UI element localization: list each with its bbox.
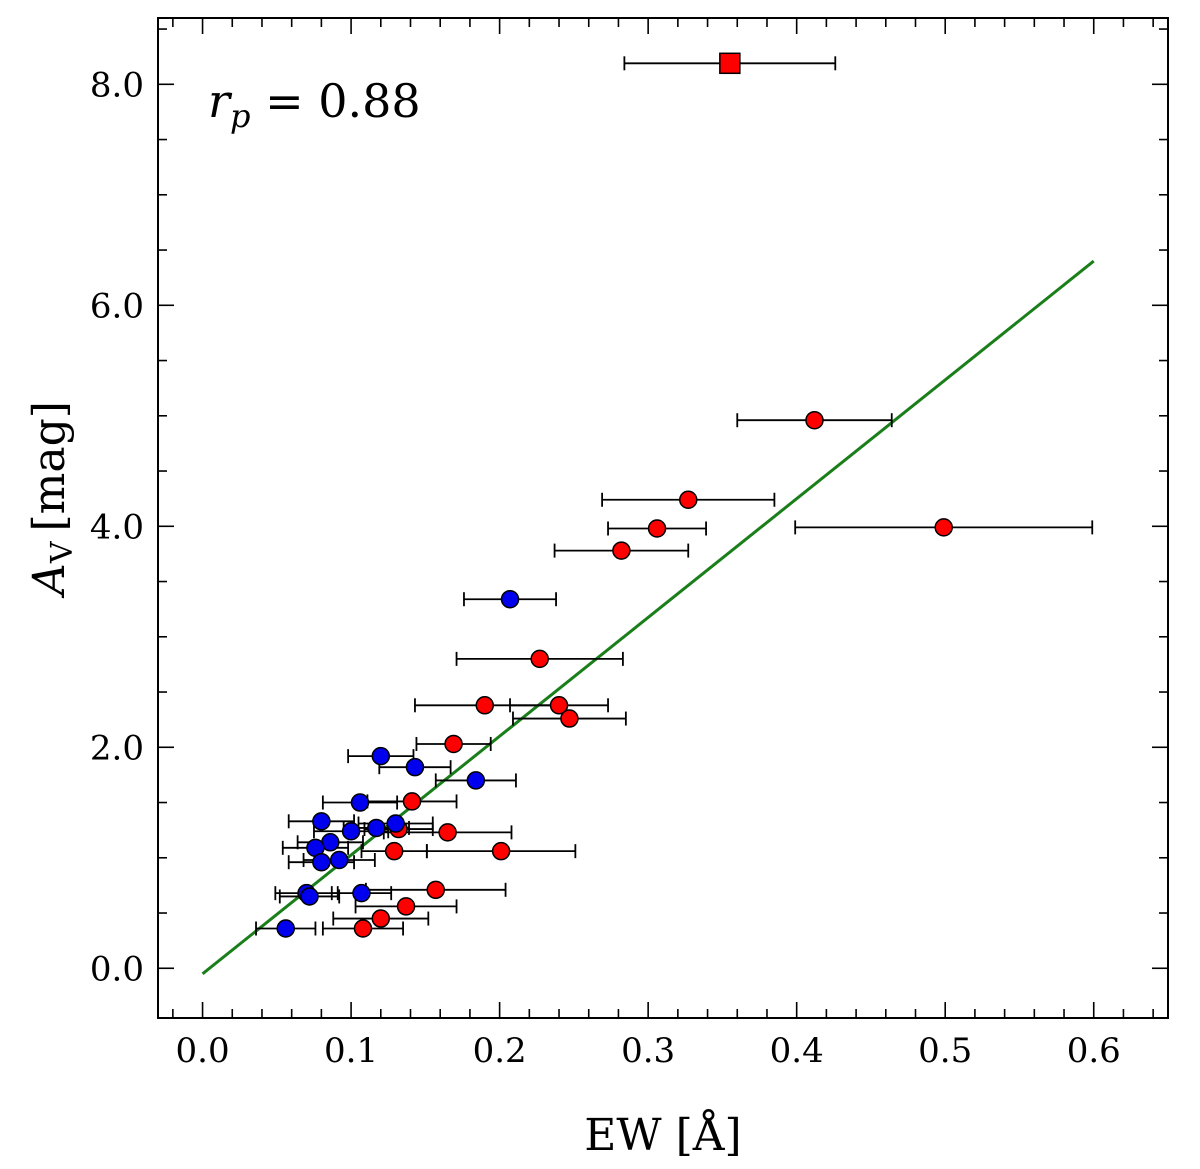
x-tick-label: 0.3 (621, 1031, 675, 1071)
blue-point (386, 814, 405, 833)
blue-point (329, 850, 349, 870)
pearson-annotation: rp = 0.88 (208, 74, 421, 135)
blue-point (466, 771, 486, 790)
x-axis-label: EW [Å] (584, 1108, 741, 1161)
red-point (444, 734, 463, 754)
points-layer (276, 52, 953, 938)
annotation-symbol: r (208, 74, 233, 128)
blue-point (405, 757, 425, 777)
blue-point (350, 793, 370, 812)
blue-point (500, 589, 520, 609)
blue-point (352, 883, 371, 903)
y-tick-label: 8.0 (90, 65, 144, 105)
red-point (438, 823, 457, 842)
red-point (530, 649, 549, 669)
x-tick-label: 0.6 (1067, 1031, 1121, 1071)
red-point (647, 519, 667, 538)
fit-line (201, 259, 1095, 975)
red-point (679, 490, 698, 510)
annotation-subscript: p (230, 97, 250, 135)
red-point (371, 909, 391, 928)
x-tick-label: 0.2 (473, 1031, 527, 1071)
blue-point (312, 812, 331, 831)
plot-frame (157, 17, 1169, 1019)
error-bars-layer (255, 56, 1094, 936)
red-point (805, 410, 824, 430)
x-tick-label: 0.5 (918, 1031, 972, 1071)
y-tick-label: 6.0 (90, 286, 144, 326)
blue-point (367, 818, 386, 838)
x-tick-label: 0.4 (770, 1031, 824, 1071)
y-axis-symbol: A (24, 563, 75, 599)
red-point (560, 709, 579, 728)
red-point (353, 919, 373, 938)
x-tick-label: 0.0 (176, 1031, 230, 1071)
y-tick-label: 4.0 (90, 507, 144, 547)
annotation-value: = 0.88 (250, 74, 420, 128)
x-tick-label: 0.1 (324, 1031, 378, 1071)
y-axis-label: AV [mag] (24, 401, 80, 599)
blue-point (312, 852, 331, 872)
red-point (396, 897, 416, 916)
red-point (491, 841, 511, 861)
y-tick-label: 0.0 (90, 949, 144, 989)
red-point (384, 841, 404, 861)
blue-point (341, 822, 361, 841)
red-point (475, 696, 495, 715)
labels-layer: 0.0 0.1 0.2 0.3 0.4 0.5 0.6 0.0 2.0 4.0 6.0 8.0 (90, 65, 1121, 1071)
blue-point (371, 746, 391, 766)
blue-point (276, 919, 295, 938)
y-tick-label: 2.0 (90, 728, 144, 768)
square-point (719, 52, 741, 75)
ticks-layer (158, 18, 1168, 1018)
blue-point (300, 887, 319, 906)
y-axis-subscript: V (45, 540, 80, 564)
y-axis-unit: [mag] (24, 401, 75, 531)
fit-line-layer (201, 259, 1095, 975)
red-point (402, 792, 422, 811)
red-point (426, 880, 445, 900)
red-point (612, 541, 631, 560)
red-point (549, 696, 569, 715)
red-point (934, 518, 953, 537)
